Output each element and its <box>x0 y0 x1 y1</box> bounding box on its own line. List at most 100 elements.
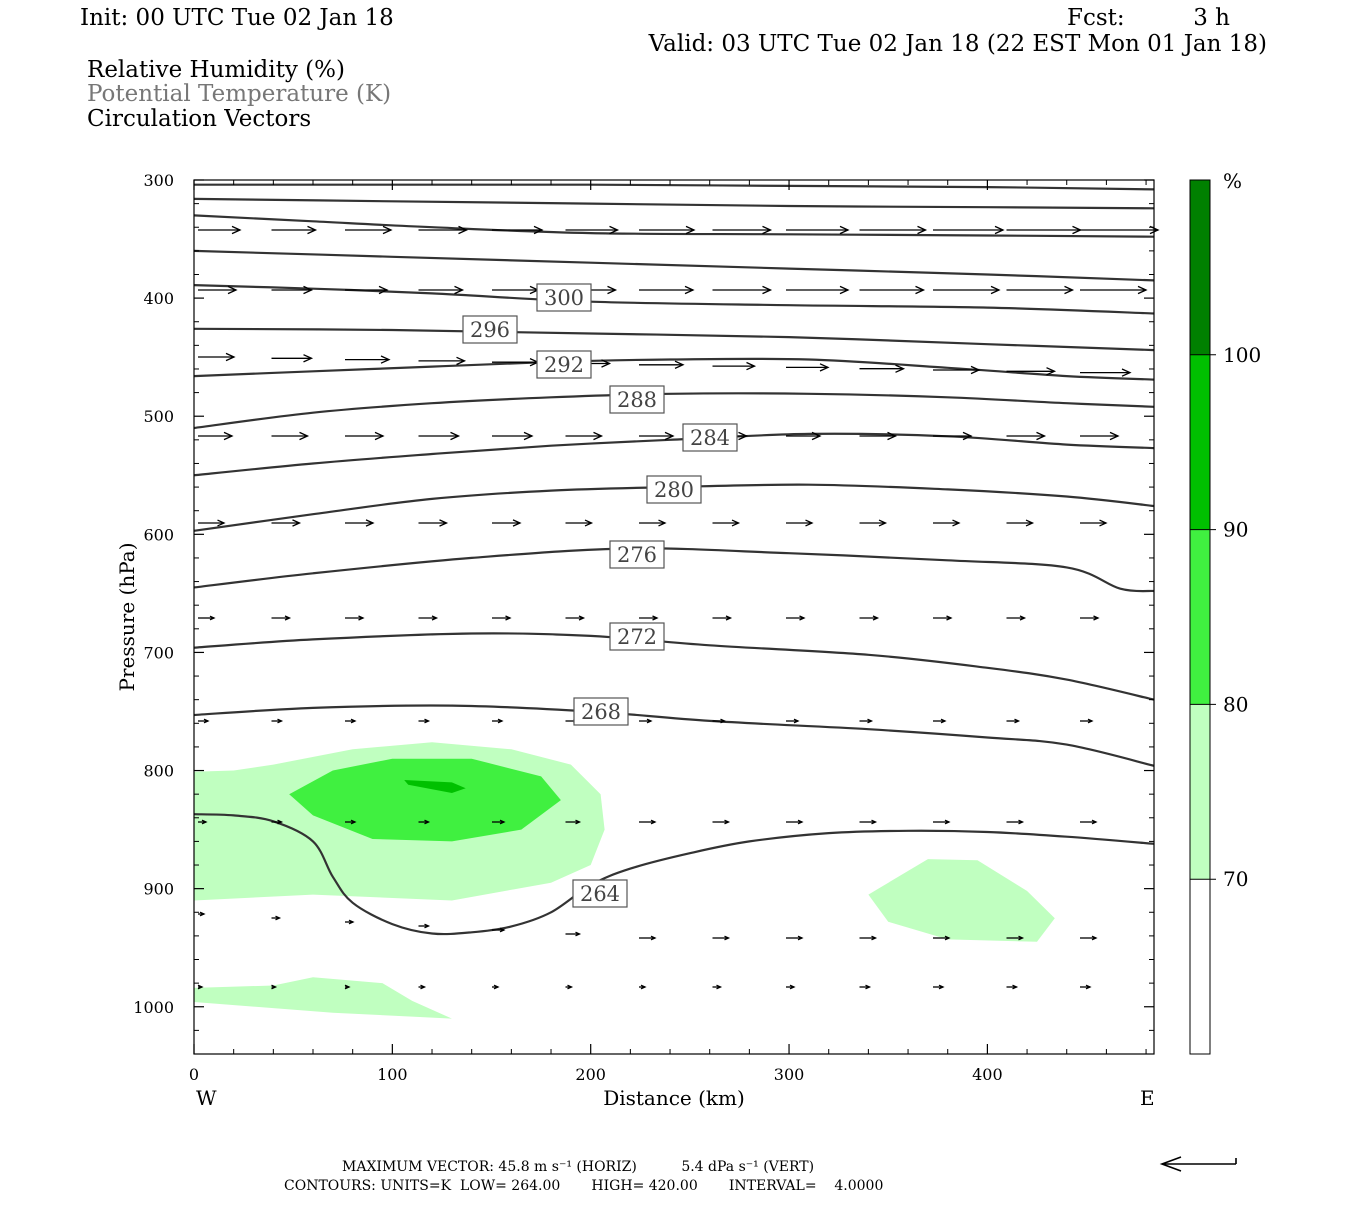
y-tick-label: 900 <box>143 880 174 899</box>
wind-vector <box>344 984 351 990</box>
theta-contour-unlabeled-12 <box>193 197 1155 210</box>
wind-vector <box>565 615 586 621</box>
rh-fill-80-lower-right <box>868 859 1055 942</box>
colorbar-segment <box>1190 354 1210 530</box>
wind-vector <box>345 431 385 441</box>
legend-vectors-label: Circulation Vectors <box>87 106 311 132</box>
contour-label-268: 268 <box>581 700 621 724</box>
wind-vector <box>1080 819 1098 825</box>
wind-vector <box>639 718 653 724</box>
wind-vector <box>492 519 522 527</box>
colorbar-level-label: 80 <box>1223 692 1248 716</box>
contour-label-296: 296 <box>470 318 510 342</box>
wind-vector <box>418 519 449 527</box>
wind-vector <box>418 718 431 724</box>
wind-vector <box>786 285 850 295</box>
wind-vector <box>933 519 961 527</box>
theta-contour-272 <box>193 632 1155 701</box>
contours-info: CONTOURS: UNITS=K LOW= 264.00 HIGH= 420.… <box>284 1178 883 1194</box>
wind-vector <box>1080 285 1148 295</box>
wind-vector <box>418 431 461 441</box>
legend-rh-label: Relative Humidity (%) <box>87 57 345 83</box>
rh-fill-90-core <box>289 758 561 842</box>
wind-vector <box>786 935 804 941</box>
wind-vector <box>786 363 830 372</box>
wind-vector <box>1006 984 1019 990</box>
wind-vector <box>198 615 216 621</box>
wind-vector <box>859 615 880 621</box>
wind-vector <box>492 225 544 235</box>
theta-contour-layer <box>193 183 1155 936</box>
wind-vector <box>859 984 872 990</box>
colorbar-segment <box>1190 879 1210 1054</box>
x-tick-label: 400 <box>972 1065 1003 1084</box>
theta-contour-268 <box>193 704 1155 767</box>
y-axis-label: Pressure (hPa) <box>115 543 139 692</box>
wind-vector <box>345 355 391 364</box>
x-axis-label: Distance (km) <box>603 1086 745 1110</box>
wind-vector <box>1006 615 1027 621</box>
contour-label-276: 276 <box>617 543 657 567</box>
wind-vector <box>271 519 302 527</box>
wind-vector <box>1006 519 1035 527</box>
wind-vector <box>639 984 647 990</box>
wind-vector <box>933 615 953 621</box>
wind-vector <box>933 819 951 825</box>
wind-vector <box>786 431 822 441</box>
wind-vector <box>565 819 582 825</box>
wind-vector <box>492 718 504 724</box>
wind-vector <box>345 819 357 825</box>
wind-vector <box>859 285 926 295</box>
wind-vector <box>418 923 431 929</box>
wind-vector <box>492 431 534 441</box>
wind-vector <box>712 984 723 990</box>
wind-vector <box>1080 615 1100 621</box>
wind-vector <box>712 935 731 941</box>
y-tick-label: 800 <box>143 762 174 781</box>
contour-label-box-272 <box>609 622 665 651</box>
contour-label-box-276 <box>609 540 665 569</box>
contour-label-box-284 <box>682 423 738 452</box>
theta-contour-284 <box>193 432 1155 477</box>
wind-vector <box>565 225 620 235</box>
wind-vector <box>492 984 500 990</box>
contour-label-box-264 <box>572 879 628 908</box>
wind-vector <box>639 615 659 621</box>
wind-vector <box>271 819 284 825</box>
contour-label-box-268 <box>573 697 629 726</box>
contour-label-box-300 <box>536 283 592 312</box>
wind-vector <box>786 615 806 621</box>
wind-vector <box>1006 819 1025 825</box>
contour-label-288: 288 <box>617 388 657 412</box>
wind-vector <box>345 919 355 925</box>
wind-vector <box>712 225 773 235</box>
wind-vector <box>271 354 314 363</box>
wind-vector <box>859 519 888 527</box>
theta-contour-unlabeled-13 <box>193 183 1155 191</box>
wind-vector <box>639 519 667 527</box>
wind-vector <box>492 615 512 621</box>
wind-vector <box>565 984 574 990</box>
contour-label-292: 292 <box>544 353 584 377</box>
wind-vector <box>271 431 310 441</box>
wind-vector <box>712 519 741 527</box>
wind-vector <box>933 718 947 724</box>
wind-vector <box>1006 718 1021 724</box>
wind-vector <box>1080 431 1120 441</box>
wind-vector <box>418 356 467 366</box>
rh-fill-100-max <box>404 780 466 793</box>
theta-contour-292 <box>193 357 1155 381</box>
y-tick-label: 500 <box>143 407 174 426</box>
contour-label-box-280 <box>646 475 702 504</box>
wind-vector <box>933 984 945 990</box>
wind-vector <box>712 361 757 371</box>
wind-vector <box>418 819 431 825</box>
contour-label-layer: 264 268 272 276 280 284 288 292 296 300 <box>462 283 738 908</box>
wind-vector <box>198 225 242 235</box>
wind-vector <box>198 352 236 362</box>
theta-contour-300 <box>193 284 1155 315</box>
x-tick-label: 300 <box>774 1065 805 1084</box>
max-vector-info: MAXIMUM VECTOR: 45.8 m s⁻¹ (HORIZ) 5.4 d… <box>342 1159 814 1175</box>
legend-theta-label: Potential Temperature (K) <box>87 81 391 107</box>
y-tick-label: 700 <box>143 643 174 662</box>
